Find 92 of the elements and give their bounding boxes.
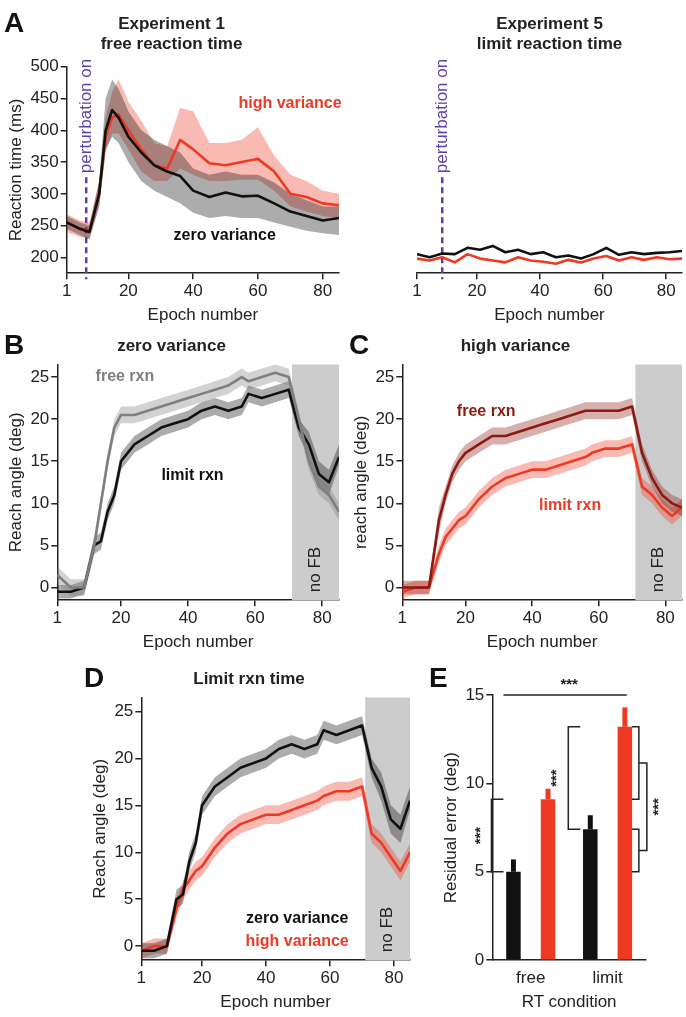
y-tick-label: 0 bbox=[123, 935, 134, 955]
x-tick-label: limit bbox=[592, 968, 623, 988]
text: zero variance bbox=[246, 908, 349, 926]
x-tick-label: 40 bbox=[178, 608, 198, 628]
y-tick-label: 15 bbox=[465, 684, 485, 704]
y-axis-title: Reaction time (ms) bbox=[5, 98, 25, 242]
x-tick-label: free bbox=[516, 968, 546, 988]
y-axis-title: Reach angle (deg) bbox=[89, 758, 109, 899]
y-tick-label: 20 bbox=[30, 408, 50, 428]
y-tick-label: 0 bbox=[474, 949, 485, 969]
y-tick-label: 5 bbox=[384, 535, 395, 555]
x-axis-title: Epoch number bbox=[494, 305, 606, 325]
y-tick-label: 350 bbox=[30, 151, 59, 171]
y-tick-label: 0 bbox=[384, 577, 395, 597]
y-tick-label: 25 bbox=[30, 366, 50, 386]
chart-title: zero variance bbox=[117, 335, 226, 355]
y-tick-label: 20 bbox=[375, 408, 395, 428]
chart-title: Limit rxn time bbox=[193, 668, 305, 688]
series-label: free rxn bbox=[95, 366, 155, 384]
x-tick-label: 40 bbox=[183, 281, 203, 301]
x-tick-label: 1 bbox=[62, 281, 72, 301]
chart-title: Experiment 1 bbox=[118, 13, 225, 33]
band-label: no FB bbox=[377, 906, 397, 953]
x-tick-label: 40 bbox=[522, 608, 542, 628]
y-tick-label: 400 bbox=[30, 120, 59, 139]
y-tick-label: 0 bbox=[39, 577, 50, 597]
y-tick-label: 5 bbox=[123, 888, 134, 908]
x-tick-label: 40 bbox=[530, 281, 550, 301]
x-tick-label: 60 bbox=[320, 968, 340, 988]
text: D bbox=[84, 661, 105, 693]
text: A bbox=[4, 6, 25, 38]
x-tick-label: 1 bbox=[412, 281, 422, 301]
x-tick-label: 80 bbox=[313, 281, 333, 301]
y-tick-label: 10 bbox=[465, 773, 485, 793]
series-label: limit rxn bbox=[539, 496, 602, 514]
y-tick-label: 450 bbox=[30, 88, 59, 108]
x-tick-label: 80 bbox=[384, 968, 404, 988]
y-tick-label: 10 bbox=[30, 493, 50, 513]
ref-line-label: perturbation on bbox=[431, 58, 451, 174]
x-tick-label: 40 bbox=[256, 968, 276, 988]
y-tick-label: 250 bbox=[30, 215, 59, 235]
y-tick-label: 5 bbox=[39, 535, 50, 555]
x-axis-title: Epoch number bbox=[486, 632, 598, 652]
y-axis-title: Residual error (deg) bbox=[440, 752, 460, 904]
x-tick-label: 80 bbox=[312, 608, 332, 628]
x-tick-label: 60 bbox=[589, 608, 609, 628]
chart-title: Experiment 5 bbox=[496, 13, 603, 33]
y-tick-label: 500 bbox=[30, 56, 59, 76]
y-tick-label: 5 bbox=[474, 861, 485, 881]
text: limit rxn bbox=[161, 465, 224, 483]
y-axis-title: reach angle (deg) bbox=[350, 415, 370, 549]
y-tick-label: 15 bbox=[30, 450, 50, 470]
text: *** bbox=[649, 797, 667, 816]
text: C bbox=[349, 328, 370, 360]
text: E bbox=[429, 661, 448, 693]
x-tick-label: 80 bbox=[656, 281, 676, 301]
x-axis-title: Epoch number bbox=[147, 305, 259, 325]
band-label: no FB bbox=[648, 546, 668, 593]
x-tick-label: 60 bbox=[593, 281, 613, 301]
x-tick-label: 60 bbox=[248, 281, 268, 301]
text: B bbox=[4, 328, 25, 360]
x-tick-label: 1 bbox=[397, 608, 408, 628]
y-tick-label: 300 bbox=[30, 183, 59, 203]
series-label: zero variance bbox=[173, 226, 276, 244]
annotation: *** bbox=[547, 769, 565, 787]
y-axis-title: Reach angle (deg) bbox=[5, 412, 25, 553]
y-tick-label: 15 bbox=[114, 795, 134, 815]
y-tick-label: 15 bbox=[375, 450, 395, 470]
x-tick-label: 1 bbox=[136, 968, 147, 988]
y-tick-label: 10 bbox=[375, 493, 395, 513]
y-tick-label: 20 bbox=[114, 748, 134, 768]
chart-subtitle: free reaction time bbox=[100, 34, 243, 54]
x-axis-title: RT condition bbox=[521, 992, 617, 1012]
x-tick-label: 60 bbox=[245, 608, 265, 628]
y-tick-label: 10 bbox=[114, 841, 134, 861]
ref-line-label: perturbation on bbox=[75, 58, 95, 174]
chart-title: high variance bbox=[460, 335, 571, 355]
x-tick-label: 20 bbox=[192, 968, 212, 988]
x-axis-title: Epoch number bbox=[142, 632, 254, 652]
band-label: no FB bbox=[305, 546, 325, 593]
chart-subtitle: limit reaction time bbox=[476, 34, 623, 54]
x-tick-label: 80 bbox=[655, 608, 675, 628]
series-label: free rxn bbox=[456, 401, 516, 419]
x-axis-title: Epoch number bbox=[220, 992, 332, 1012]
text: *** bbox=[560, 675, 579, 693]
y-tick-label: 25 bbox=[114, 701, 134, 721]
y-tick-label: 200 bbox=[30, 247, 59, 267]
text: *** bbox=[470, 826, 488, 845]
text: high variance bbox=[238, 94, 342, 112]
text: high variance bbox=[245, 932, 349, 950]
x-tick-label: 1 bbox=[52, 608, 63, 628]
y-tick-label: 25 bbox=[375, 366, 395, 386]
